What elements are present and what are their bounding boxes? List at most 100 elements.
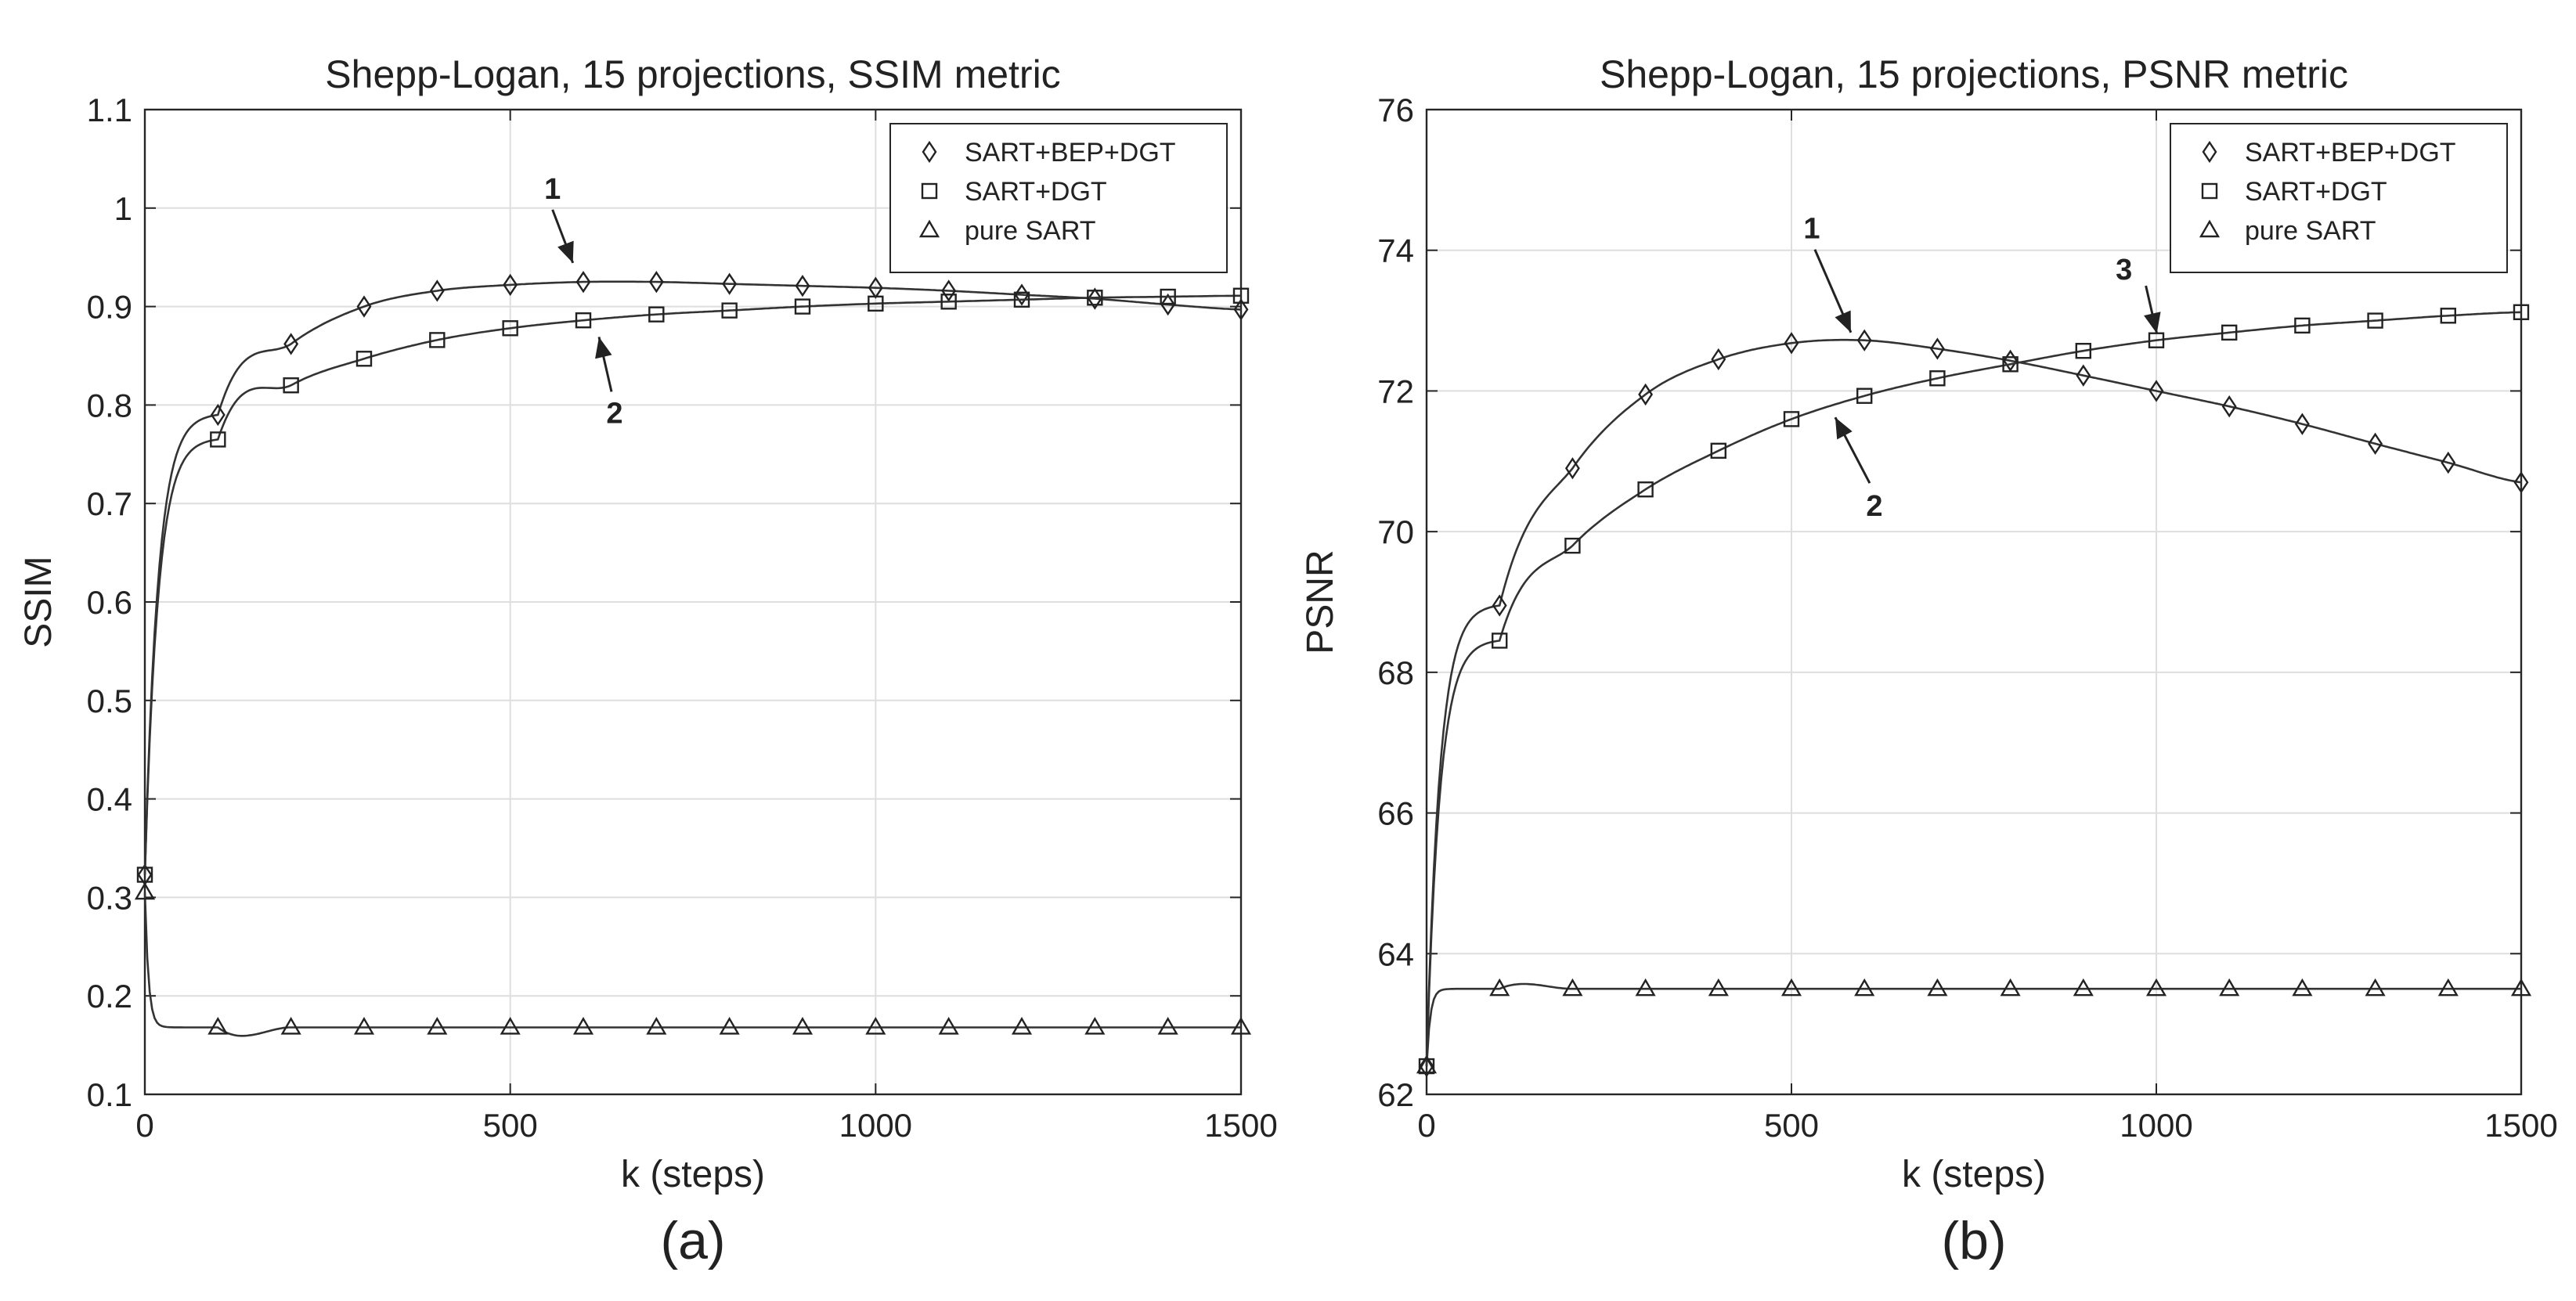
series-line-square bbox=[143, 294, 1241, 875]
data-point-triangle bbox=[1927, 978, 1948, 996]
x-tick-label: 500 bbox=[1764, 1107, 1819, 1144]
x-axis-label: k (steps) bbox=[1902, 1154, 2046, 1195]
y-tick-label: 68 bbox=[1377, 654, 1414, 691]
x-tick-label: 0 bbox=[135, 1107, 153, 1144]
data-point-diamond bbox=[1638, 383, 1654, 406]
y-tick-label: 1.1 bbox=[87, 92, 132, 128]
legend-entry: pure SART bbox=[2245, 216, 2376, 246]
data-point-triangle bbox=[1084, 1017, 1106, 1035]
legend-entry: SART+DGT bbox=[965, 177, 1107, 207]
x-tick-label: 1000 bbox=[839, 1107, 912, 1144]
data-point-square bbox=[1087, 290, 1103, 306]
y-tick-label: 0.1 bbox=[87, 1076, 132, 1113]
data-point-square bbox=[1637, 481, 1654, 498]
data-point-square bbox=[1232, 287, 1250, 304]
data-point-square bbox=[721, 302, 738, 319]
psnr-chart: 0 500 1000 1500 62 64 66 68 70 72 74 76 Shepp-Logan,… bbox=[1300, 52, 2558, 1270]
data-point-diamond bbox=[210, 403, 225, 427]
y-tick-label: 72 bbox=[1377, 373, 1414, 409]
data-point-triangle bbox=[1011, 1017, 1033, 1035]
data-point-diamond bbox=[941, 279, 957, 302]
data-point-diamond bbox=[429, 279, 445, 302]
data-point-triangle bbox=[719, 1017, 740, 1035]
y-tick-label: 66 bbox=[1377, 795, 1414, 832]
y-tick-label: 62 bbox=[1377, 1076, 1414, 1113]
data-point-diamond bbox=[2513, 471, 2529, 494]
y-tick-label: 74 bbox=[1377, 232, 1414, 269]
x-tick-label: 1500 bbox=[2484, 1107, 2557, 1144]
y-tick-label: 0.6 bbox=[87, 584, 132, 621]
data-point-square bbox=[429, 332, 446, 348]
data-point-diamond bbox=[356, 295, 372, 318]
annotation-arrow-head bbox=[1835, 310, 1851, 333]
y-tick-label: 0.8 bbox=[87, 387, 132, 423]
annotation-label: 2 bbox=[1866, 490, 1882, 523]
data-point-triangle bbox=[1157, 1017, 1178, 1035]
y-tick-label: 0.2 bbox=[87, 978, 132, 1014]
data-point-triangle bbox=[646, 1017, 667, 1035]
data-point-square bbox=[2294, 317, 2311, 334]
data-point-diamond bbox=[575, 270, 591, 294]
data-point-diamond bbox=[2148, 380, 2164, 402]
chart-title: Shepp-Logan, 15 projections, SSIM metric bbox=[325, 52, 1060, 96]
x-axis-label: k (steps) bbox=[621, 1154, 765, 1195]
legend-entry: SART+DGT bbox=[2245, 177, 2387, 207]
ssim-chart: 0 500 1000 1500 0.1 0.2 0.3 0.4 0.5 0.6 0.7 0.8 0.9 1… bbox=[18, 52, 1278, 1270]
series-line-triangle bbox=[1425, 982, 2521, 1067]
y-tick-label: 0.7 bbox=[87, 485, 132, 522]
data-point-diamond bbox=[1492, 594, 1507, 617]
data-point-square bbox=[1013, 291, 1030, 308]
data-point-square bbox=[283, 377, 299, 394]
data-point-square bbox=[355, 351, 373, 367]
legend-marker-diamond bbox=[922, 140, 937, 164]
data-point-triangle bbox=[2000, 978, 2021, 996]
data-point-diamond bbox=[1564, 457, 1580, 480]
data-point-square bbox=[1783, 411, 1800, 427]
data-point-square bbox=[2367, 312, 2383, 329]
panel-label: (a) bbox=[660, 1211, 725, 1270]
y-tick-label: 0.9 bbox=[87, 289, 132, 326]
data-point-diamond bbox=[2076, 364, 2091, 387]
data-point-triangle bbox=[792, 1017, 814, 1035]
data-point-diamond bbox=[2368, 432, 2383, 455]
data-point-triangle bbox=[1708, 978, 1729, 996]
y-axis-label: SSIM bbox=[18, 556, 60, 647]
data-point-diamond bbox=[1160, 293, 1176, 316]
data-point-square bbox=[2513, 304, 2530, 320]
legend-marker-triangle bbox=[918, 219, 940, 238]
data-point-square bbox=[1929, 370, 1946, 387]
plot-area-frame bbox=[1425, 108, 2523, 1096]
y-tick-label: 0.5 bbox=[87, 683, 132, 719]
data-point-triangle bbox=[2292, 978, 2313, 996]
data-point-triangle bbox=[938, 1017, 959, 1035]
data-point-square bbox=[794, 298, 811, 315]
data-point-triangle bbox=[207, 1017, 229, 1035]
data-point-triangle bbox=[2437, 978, 2459, 996]
data-point-diamond bbox=[1784, 332, 1799, 355]
legend-entry: pure SART bbox=[965, 216, 1096, 246]
data-point-triangle bbox=[1416, 1055, 1438, 1074]
x-tick-label: 500 bbox=[483, 1107, 538, 1144]
data-point-square bbox=[1491, 632, 1508, 649]
legend-marker-diamond bbox=[2202, 140, 2217, 164]
y-tick-label: 0.3 bbox=[87, 879, 132, 916]
data-point-triangle bbox=[353, 1017, 375, 1035]
annotation-arrow-head bbox=[1835, 417, 1853, 440]
data-point-triangle bbox=[2365, 978, 2386, 996]
data-point-square bbox=[1710, 442, 1727, 459]
data-point-diamond bbox=[2294, 413, 2310, 435]
data-point-diamond bbox=[795, 275, 810, 297]
legend-marker-square bbox=[921, 182, 938, 200]
series-line-square bbox=[1425, 311, 2522, 1067]
y-tick-label: 70 bbox=[1377, 514, 1414, 550]
data-point-square bbox=[940, 294, 957, 310]
y-axis-label: PSNR bbox=[1300, 550, 1341, 654]
annotation-arrow-head bbox=[557, 240, 574, 263]
data-point-triangle bbox=[865, 1017, 886, 1035]
x-tick-label: 0 bbox=[1417, 1107, 1435, 1144]
data-point-square bbox=[648, 306, 665, 323]
data-point-triangle bbox=[500, 1017, 521, 1035]
data-point-triangle bbox=[280, 1017, 301, 1035]
data-point-triangle bbox=[1489, 978, 1510, 996]
